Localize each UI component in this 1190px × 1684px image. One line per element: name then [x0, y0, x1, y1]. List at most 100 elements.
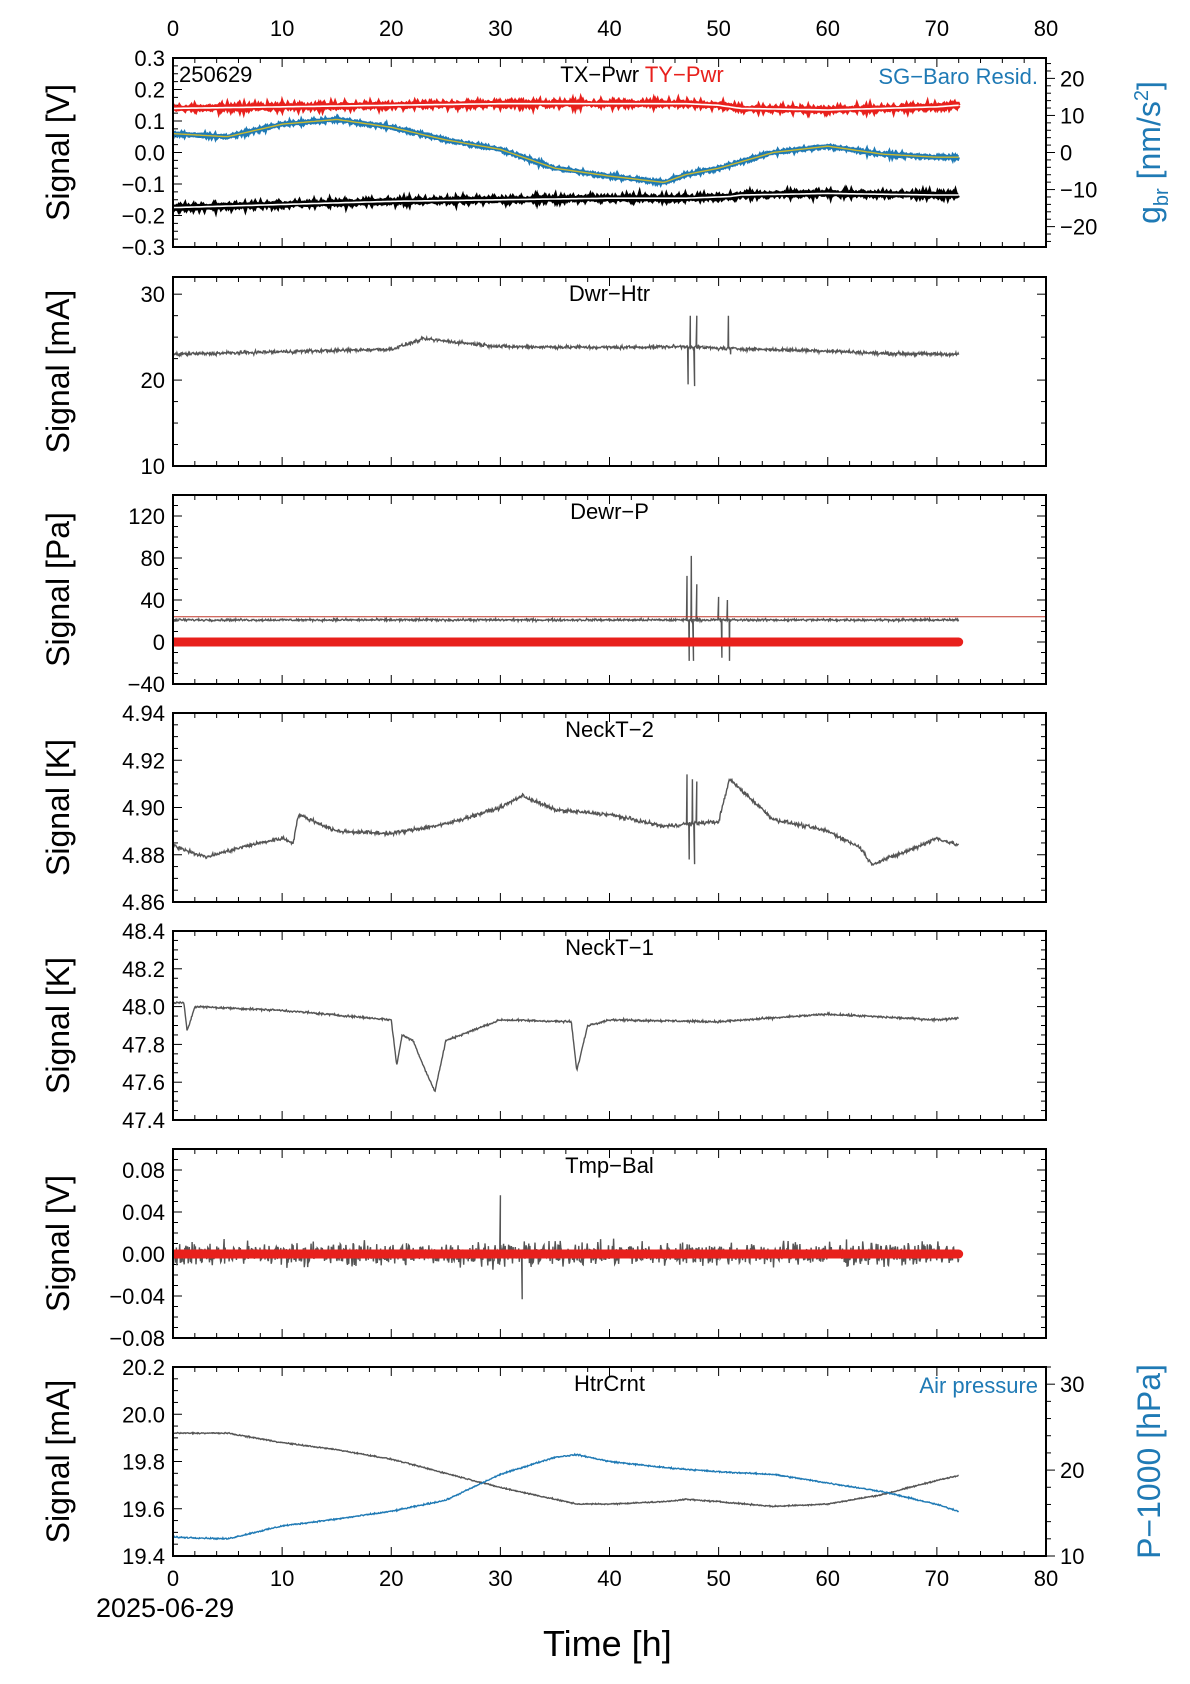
- right-y-tick-label: 10: [1060, 103, 1084, 128]
- plot-area: [173, 555, 1046, 661]
- top-x-tick-label: 70: [925, 16, 949, 41]
- panel-p3: 120 80 40 0 −40 Signal [Pa] Dewr−P: [40, 494, 1047, 697]
- y-tick-label: −0.3: [122, 235, 165, 260]
- y-tick-label: 80: [141, 546, 165, 571]
- panel-frame: [172, 1366, 1047, 1557]
- y-axis-label: Signal [V]: [40, 84, 76, 221]
- top-x-tick-label: 60: [816, 16, 840, 41]
- bottom-x-tick-label: 70: [925, 1566, 949, 1591]
- y-tick-label: 20.0: [122, 1402, 165, 1427]
- right-y-tick-label: 0: [1060, 141, 1072, 166]
- plot-area: [173, 92, 961, 218]
- panel-frame: [172, 57, 1047, 248]
- y-tick-label: 120: [128, 504, 165, 529]
- y-tick-label: 4.92: [122, 748, 165, 773]
- y-tick-label: 48.4: [122, 919, 165, 944]
- panel-frame: [172, 712, 1047, 903]
- right-y-tick-label: 20: [1060, 66, 1084, 91]
- y-tick-label: 19.8: [122, 1450, 165, 1475]
- y-tick-label: 47.6: [122, 1070, 165, 1095]
- panel-title: NeckT−2: [565, 717, 654, 742]
- y-tick-label: 4.86: [122, 890, 165, 915]
- bottom-x-tick-label: 0: [167, 1566, 179, 1591]
- panel-frame: [172, 1148, 1047, 1339]
- series-overlay-line: [173, 118, 959, 184]
- series-line: [173, 1431, 959, 1509]
- y-tick-label: −40: [128, 672, 165, 697]
- series-line: [173, 1000, 959, 1093]
- series-line: [173, 113, 960, 189]
- y-axis-label: Signal [mA]: [40, 1380, 76, 1544]
- bottom-x-tick-label: 60: [816, 1566, 840, 1591]
- y-tick-label: 10: [141, 454, 165, 479]
- bottom-x-tick-label: 10: [270, 1566, 294, 1591]
- right-y-tick-label: −10: [1060, 178, 1097, 203]
- y-tick-label: −0.1: [122, 172, 165, 197]
- y-tick-label: 0: [153, 630, 165, 655]
- top-x-tick-label: 0: [167, 16, 179, 41]
- series-line: [173, 1452, 960, 1541]
- panel-p7: 20.2 20.0 19.8 19.6 19.4 Signal [mA] 30 20 10 P−1…: [40, 1355, 1167, 1569]
- right-axis-label: P−1000 [hPa]: [1131, 1364, 1167, 1559]
- panel-tag: 250629: [179, 62, 252, 87]
- panel-title: NeckT−1: [565, 935, 654, 960]
- bottom-x-tick-label: 50: [706, 1566, 730, 1591]
- bottom-x-tick-label: 40: [597, 1566, 621, 1591]
- x-axis-label: Time [h]: [543, 1623, 672, 1664]
- y-tick-label: 0.2: [134, 78, 165, 103]
- y-tick-label: 4.90: [122, 796, 165, 821]
- y-tick-label: 20.2: [122, 1355, 165, 1380]
- series-centerline: [173, 102, 959, 111]
- series-centerline: [173, 192, 959, 209]
- y-tick-label: −0.04: [109, 1284, 165, 1309]
- y-tick-label: 0.04: [122, 1200, 165, 1225]
- plot-area: [173, 1195, 964, 1300]
- y-tick-label: 4.88: [122, 843, 165, 868]
- panel-title: Tmp−Bal: [565, 1153, 654, 1178]
- panel-frame: [172, 276, 1047, 467]
- panel-frame: [172, 494, 1047, 685]
- y-tick-label: 48.0: [122, 995, 165, 1020]
- panel-frame: [172, 930, 1047, 1121]
- panel-p1: 0.3 0.2 0.1 0.0 −0.1 −0.2 −0.3 Signal [V] 20 10 0 −…: [40, 46, 1173, 260]
- y-axis-label: Signal [K]: [40, 739, 76, 876]
- panel-p2: 30 20 10 Signal [mA] Dwr−Htr: [40, 276, 1047, 479]
- top-x-tick-label: 80: [1034, 16, 1058, 41]
- top-x-tick-label: 20: [379, 16, 403, 41]
- right-y-tick-label: 30: [1060, 1372, 1084, 1397]
- top-x-tick-label: 40: [597, 16, 621, 41]
- y-axis-label: Signal [V]: [40, 1175, 76, 1312]
- panel-p6: 0.08 0.04 0.00 −0.04 −0.08 Signal [V] Tmp−Bal: [40, 1148, 1047, 1351]
- bottom-x-tick-label: 20: [379, 1566, 403, 1591]
- y-tick-label: 19.6: [122, 1497, 165, 1522]
- y-tick-label: 47.8: [122, 1032, 165, 1057]
- panel-title: HtrCrnt: [574, 1371, 645, 1396]
- panel-p5: 48.4 48.2 48.0 47.8 47.6 47.4 Signal [K] NeckT−…: [40, 919, 1047, 1133]
- y-tick-label: 40: [141, 588, 165, 613]
- y-axis-label: Signal [K]: [40, 957, 76, 1094]
- y-tick-label: 20: [141, 368, 165, 393]
- y-tick-label: 19.4: [122, 1544, 165, 1569]
- bottom-x-tick-label: 30: [488, 1566, 512, 1591]
- y-tick-label: −0.08: [109, 1326, 165, 1351]
- y-tick-label: 0.0: [134, 141, 165, 166]
- right-y-tick-label: 10: [1060, 1544, 1084, 1569]
- panel-title: TX−Pwr TY−Pwr: [560, 62, 723, 87]
- top-x-tick-label: 30: [488, 16, 512, 41]
- plot-area: [173, 1431, 960, 1541]
- top-x-tick-label: 50: [706, 16, 730, 41]
- panel-right-title: SG−Baro Resid.: [878, 64, 1038, 89]
- panel-p4: 4.94 4.92 4.90 4.88 4.86 Signal [K] NeckT−2: [40, 701, 1047, 915]
- series-line: [173, 555, 960, 661]
- series-line: [173, 1195, 960, 1300]
- plot-area: [173, 315, 960, 387]
- top-x-tick-label: 10: [270, 16, 294, 41]
- series-line: [173, 184, 960, 218]
- y-axis-label: Signal [Pa]: [40, 512, 76, 667]
- plot-area: [173, 774, 960, 867]
- y-tick-label: −0.2: [122, 204, 165, 229]
- plot-area: [173, 1000, 959, 1093]
- bottom-x-tick-label: 80: [1034, 1566, 1058, 1591]
- series-line: [173, 774, 960, 867]
